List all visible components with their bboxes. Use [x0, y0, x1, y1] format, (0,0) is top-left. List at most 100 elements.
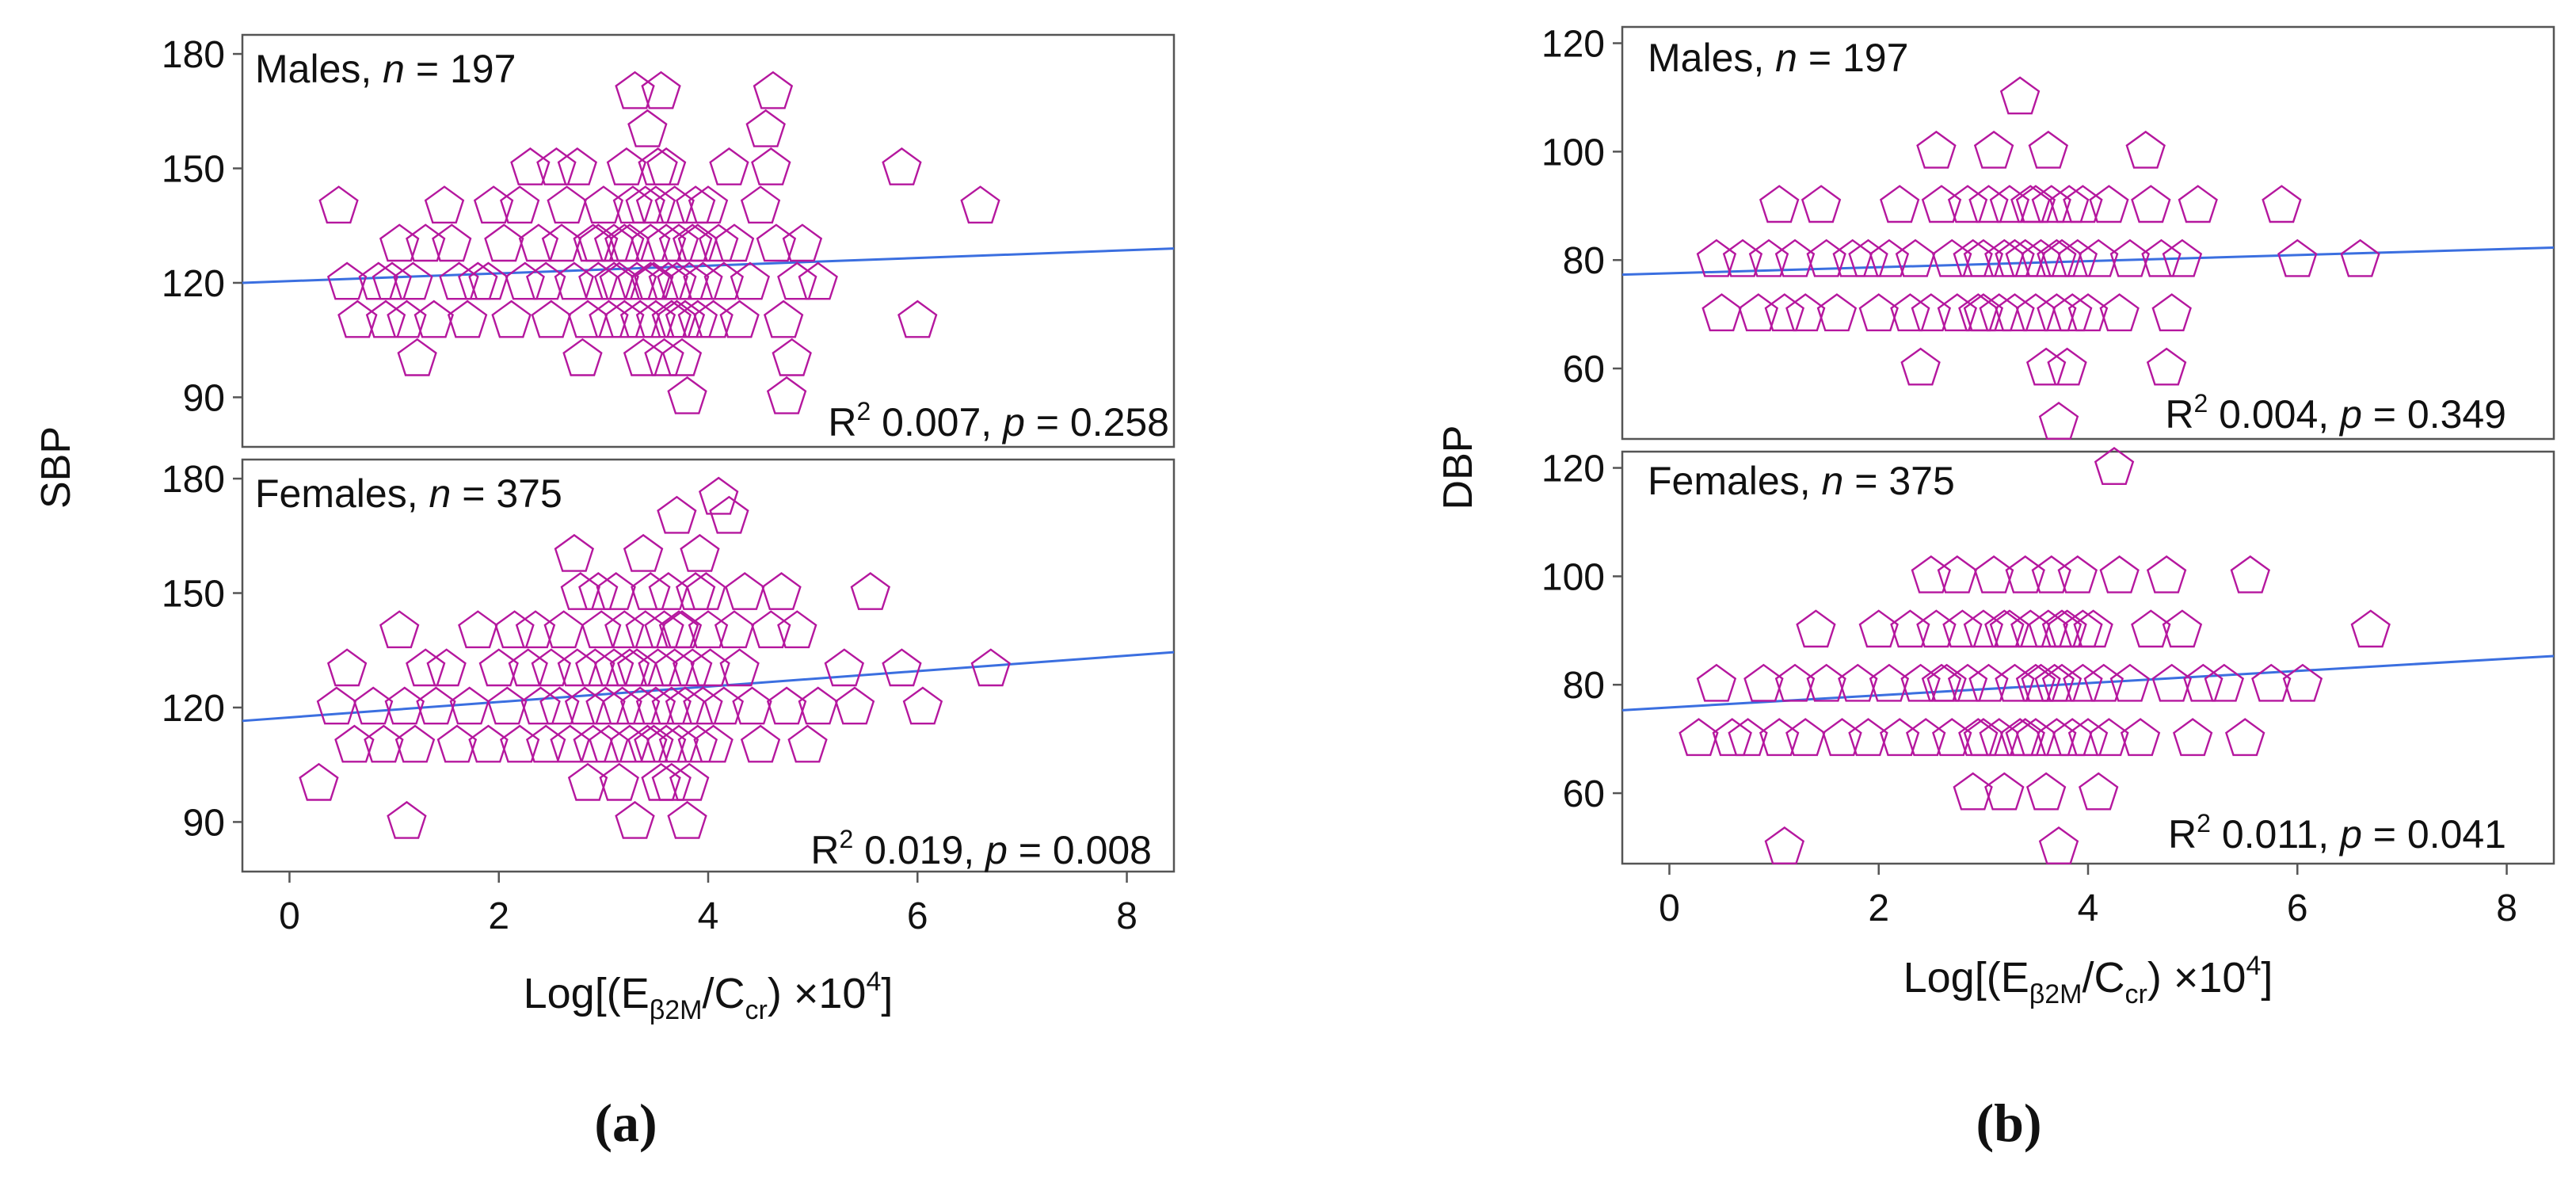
y-tick-label: 180 [162, 459, 225, 501]
data-point [406, 648, 446, 687]
data-point [882, 648, 922, 687]
data-point [677, 223, 718, 262]
fit-line-group [242, 651, 1175, 723]
data-point [960, 185, 1000, 224]
data-point [564, 686, 605, 725]
data-point [631, 261, 671, 300]
data-point [1900, 347, 1941, 386]
data-point [635, 300, 676, 338]
data-point [623, 338, 664, 376]
data-point [763, 300, 804, 338]
y-tick-label: 180 [162, 34, 225, 76]
x-tick-label: 0 [279, 895, 300, 937]
data-point [693, 300, 734, 338]
data-point [1947, 185, 1988, 223]
data-point [714, 223, 755, 262]
n-symbol: n [383, 47, 405, 91]
data-point [1764, 826, 1805, 864]
data-point [1979, 718, 2019, 757]
data-point [902, 686, 943, 725]
data-point [756, 223, 797, 262]
data-point [2067, 718, 2109, 757]
data-point [1895, 238, 1936, 277]
data-point [1911, 293, 1952, 332]
chart-sbp-females: 90 120 150 180 0 2 4 6 8 Females, n = 375 R2 0.… [162, 458, 1176, 937]
y-tick-label: 120 [162, 263, 225, 305]
data-point [777, 261, 817, 300]
x-tick-label: 6 [2287, 887, 2308, 929]
data-point [740, 724, 781, 763]
data-point [648, 572, 689, 610]
data-point [2230, 555, 2271, 593]
data-point [677, 300, 718, 338]
data-point [688, 185, 729, 224]
data-point [2025, 347, 2067, 386]
n-symbol: n [1775, 36, 1797, 80]
panel-label-a: (a) [594, 1093, 657, 1153]
group-label: Females [255, 471, 407, 516]
data-point [745, 109, 786, 147]
data-point [494, 610, 535, 649]
data-point [1984, 609, 2025, 648]
data-point [658, 724, 699, 763]
fit-line-group [1621, 654, 2555, 712]
data-point [1947, 663, 1988, 702]
data-point [547, 185, 587, 224]
data-point [1905, 718, 1946, 757]
data-point [387, 800, 427, 839]
data-point [2340, 238, 2380, 277]
data-point [625, 610, 665, 649]
data-point [897, 300, 938, 338]
data-point [798, 261, 838, 300]
data-point [1968, 663, 2009, 702]
data-point [560, 572, 601, 610]
data-point [2162, 609, 2203, 648]
x-tick-label: 4 [698, 895, 719, 937]
data-point [393, 261, 433, 300]
data-point [766, 376, 807, 414]
data-point [667, 800, 707, 839]
data-point [751, 147, 791, 185]
data-point [299, 762, 339, 801]
data-point [824, 648, 865, 687]
data-point [593, 261, 634, 300]
data-point [2141, 238, 2182, 277]
data-point [732, 686, 772, 725]
data-point [2282, 663, 2323, 702]
data-point [1722, 238, 1763, 277]
stats-annotation: R2 0.007, p = 0.258 [828, 397, 1169, 445]
data-point [578, 572, 619, 610]
data-point [439, 261, 479, 300]
data-point [2350, 609, 2391, 648]
y-tick-label: 60 [1563, 349, 1605, 391]
data-points [318, 71, 1000, 414]
data-point [499, 185, 540, 224]
data-point [1989, 185, 2030, 223]
data-point [525, 261, 566, 300]
data-point [658, 610, 699, 649]
data-point [578, 261, 619, 300]
data-point [1759, 718, 1800, 757]
data-point [531, 300, 572, 338]
data-point [703, 261, 745, 300]
data-point [680, 533, 720, 572]
data-point [599, 762, 639, 801]
panel-label-b: (b) [1976, 1093, 2041, 1153]
data-point [593, 648, 634, 687]
data-point [631, 572, 671, 610]
data-point [2204, 663, 2245, 702]
y-tick-label: 120 [162, 688, 225, 730]
x-axis-title-b: Log[(Eβ2M/Ccr) ×104] [1903, 951, 2273, 1009]
stats-annotation: R2 0.011, p = 0.041 [2168, 809, 2506, 857]
data-point [406, 223, 446, 262]
y-tick-label: 80 [1563, 240, 1605, 282]
data-point [573, 724, 613, 763]
data-point [1890, 293, 1930, 332]
data-point [2120, 718, 2161, 757]
p-value: = 0.349 [2373, 392, 2506, 437]
data-point [602, 686, 642, 725]
y-tick-label: 100 [1541, 132, 1605, 174]
x-tick-label: 6 [907, 895, 928, 937]
data-point [644, 338, 684, 376]
data-point [1921, 185, 1962, 223]
